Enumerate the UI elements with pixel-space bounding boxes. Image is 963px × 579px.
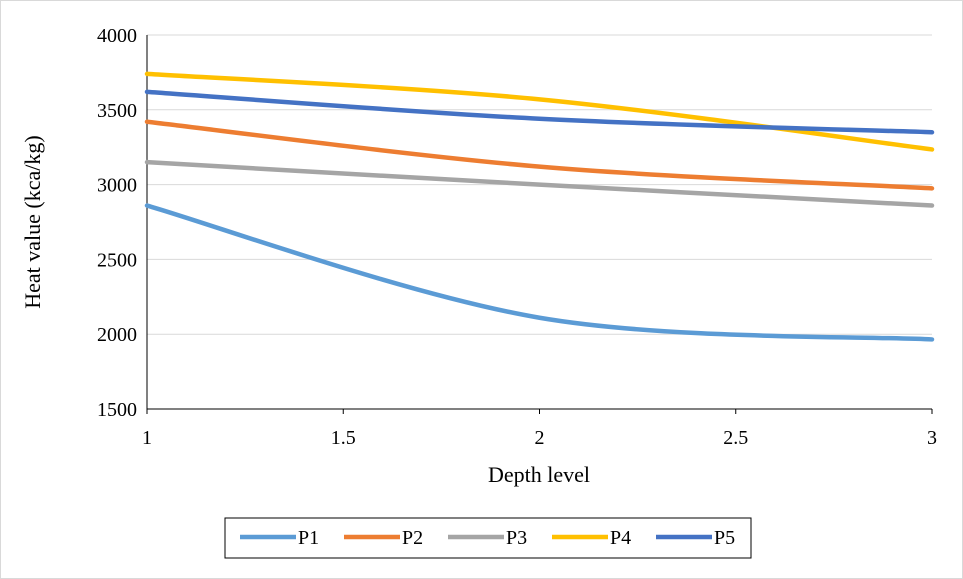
y-tick-label: 2500: [97, 249, 137, 271]
x-tick-label: 2: [535, 427, 545, 449]
legend: P1 P2 P3 P4 P5: [240, 527, 735, 549]
axes: [146, 35, 933, 414]
y-tick-label: 3000: [97, 175, 137, 197]
x-tick-label: 1.5: [331, 427, 356, 449]
y-tick-label: 2000: [97, 324, 137, 346]
y-tick-label: 1500: [97, 399, 137, 421]
series-line-p4: [144, 71, 935, 152]
series-line-p1: [144, 203, 935, 342]
series-line-p3: [144, 159, 935, 208]
x-tick-label: 3: [927, 427, 937, 449]
x-tick-label: 2.5: [723, 427, 748, 449]
y-tick-label: 3500: [97, 100, 137, 122]
x-tick-label: 1: [142, 427, 152, 449]
y-axis-title: Heat value (kca/kg): [20, 135, 45, 308]
legend-label-p3: P3: [506, 527, 527, 549]
legend-label-p2: P2: [402, 527, 423, 549]
legend-label-p1: P1: [298, 527, 319, 549]
y-tick-label: 4000: [97, 25, 137, 47]
series-line-p2: [144, 119, 935, 191]
legend-label-p4: P4: [610, 527, 631, 549]
series-lines: [144, 71, 935, 342]
series-line-p5: [144, 89, 935, 135]
legend-label-p5: P5: [714, 527, 735, 549]
x-axis-title: Depth level: [488, 462, 590, 487]
